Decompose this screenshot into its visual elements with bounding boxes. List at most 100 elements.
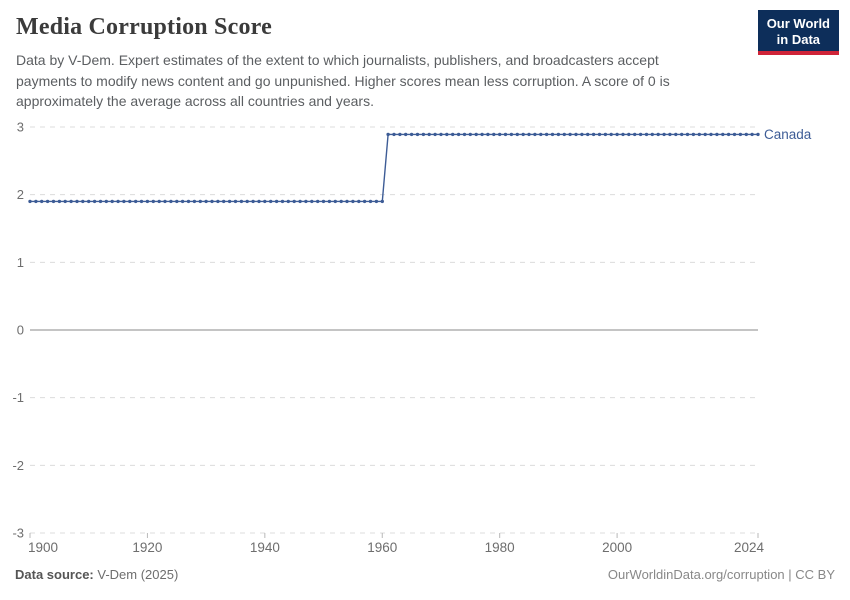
canada-data-point: [362, 199, 367, 204]
canada-data-point: [415, 132, 420, 137]
canada-data-point: [674, 132, 678, 137]
canada-data-point: [691, 132, 696, 137]
canada-data-point: [87, 199, 91, 204]
canada-data-point: [603, 132, 608, 137]
canada-data-point: [586, 132, 590, 137]
subtitle-line: Data by V-Dem. Expert estimates of the e…: [16, 52, 659, 68]
canada-data-point: [503, 132, 508, 137]
page-title: Media Corruption Score: [16, 14, 272, 40]
canada-data-point: [286, 199, 290, 204]
canada-data-point: [527, 132, 531, 137]
canada-data-point: [697, 132, 701, 137]
y-tick-label: -3: [12, 526, 24, 541]
canada-data-point: [433, 132, 437, 137]
canada-data-point: [134, 199, 138, 204]
canada-data-point: [110, 199, 114, 204]
canada-data-point: [263, 199, 267, 204]
y-tick-label: 3: [17, 119, 24, 134]
canada-data-point: [615, 132, 619, 137]
canada-data-point: [345, 199, 349, 204]
canada-data-point: [621, 132, 625, 137]
canada-data-point: [456, 132, 461, 137]
chart-subtitle: Data by V-Dem. Expert estimates of the e…: [16, 50, 736, 112]
owid-logo-line1: Our World: [766, 16, 830, 31]
canada-data-point: [386, 132, 390, 137]
canada-data-point: [186, 199, 191, 204]
canada-data-point: [392, 132, 396, 137]
canada-data-point: [192, 199, 197, 204]
canada-data-point: [721, 132, 725, 137]
canada-data-point: [591, 132, 596, 137]
canada-data-point: [310, 199, 314, 204]
x-axis-tick-marks: [29, 533, 759, 539]
canada-data-point: [233, 199, 238, 204]
series-label-canada[interactable]: Canada: [764, 127, 812, 142]
canada-data-point: [738, 132, 743, 137]
canada-data-point: [104, 199, 109, 204]
canada-data-point: [163, 199, 167, 204]
canada-data-point: [368, 199, 373, 204]
credit-link[interactable]: OurWorldinData.org/corruption | CC BY: [607, 567, 835, 582]
canada-data-point: [656, 132, 660, 137]
canada-data-point: [180, 199, 185, 204]
y-tick-label: 0: [17, 323, 24, 338]
x-tick-label: 2000: [602, 540, 632, 555]
canada-data-point: [28, 199, 32, 204]
owid-logo[interactable]: Our World in Data: [757, 10, 839, 55]
subtitle-line: approximately the average across all cou…: [16, 93, 374, 109]
canada-data-point: [57, 199, 62, 204]
canada-data-point: [650, 132, 654, 137]
canada-data-point: [98, 199, 103, 204]
canada-data-point: [544, 132, 549, 137]
canada-data-point: [703, 132, 707, 137]
canada-data-point: [145, 199, 150, 204]
canada-data-point: [726, 132, 731, 137]
canada-data-point: [339, 199, 343, 204]
canada-data-point: [75, 199, 79, 204]
x-tick-label: 1900: [28, 540, 58, 555]
canada-data-point: [521, 132, 525, 137]
canada-data-point: [34, 199, 38, 204]
canada-data-point: [662, 132, 666, 137]
canada-data-point: [580, 132, 584, 137]
owid-logo-line2: in Data: [776, 32, 821, 47]
canada-data-point: [269, 199, 273, 204]
canada-data-point: [498, 132, 502, 137]
canada-data-point: [216, 199, 220, 204]
canada-data-point: [486, 132, 490, 137]
x-tick-label: 1960: [367, 540, 397, 555]
canada-data-point: [327, 199, 332, 204]
series-line-canada[interactable]: [28, 132, 760, 204]
canada-data-point: [316, 199, 320, 204]
x-axis-labels: 1900 1920 1940 1960 1980 2000 2024: [28, 540, 764, 555]
canada-data-point: [40, 199, 44, 204]
canada-data-point: [492, 132, 496, 137]
canada-data-point: [597, 132, 602, 137]
canada-data-point: [251, 199, 255, 204]
canada-data-point: [175, 199, 179, 204]
canada-data-point: [128, 199, 132, 204]
canada-data-point: [756, 132, 760, 137]
canada-data-point: [644, 132, 649, 137]
canada-data-point: [744, 132, 748, 137]
canada-data-point: [633, 132, 637, 137]
canada-data-point: [550, 132, 555, 137]
y-tick-label: -2: [12, 458, 24, 473]
canada-data-point: [45, 199, 50, 204]
data-source-value: V-Dem (2025): [97, 567, 179, 582]
chart-footer: Data source: V-Dem (2025) OurWorldinData…: [15, 567, 835, 582]
canada-data-point: [668, 132, 672, 137]
canada-data-point: [222, 199, 226, 204]
canada-data-point: [151, 199, 155, 204]
canada-data-point: [409, 132, 414, 137]
canada-data-point: [333, 199, 337, 204]
canada-data-point: [574, 132, 578, 137]
canada-data-point: [169, 199, 173, 204]
canada-data-point: [715, 132, 719, 137]
canada-data-point: [357, 199, 361, 204]
canada-data-point: [445, 132, 449, 137]
canada-data-point: [380, 199, 384, 204]
data-source: Data source: V-Dem (2025): [15, 567, 178, 582]
canada-data-point: [157, 199, 161, 204]
